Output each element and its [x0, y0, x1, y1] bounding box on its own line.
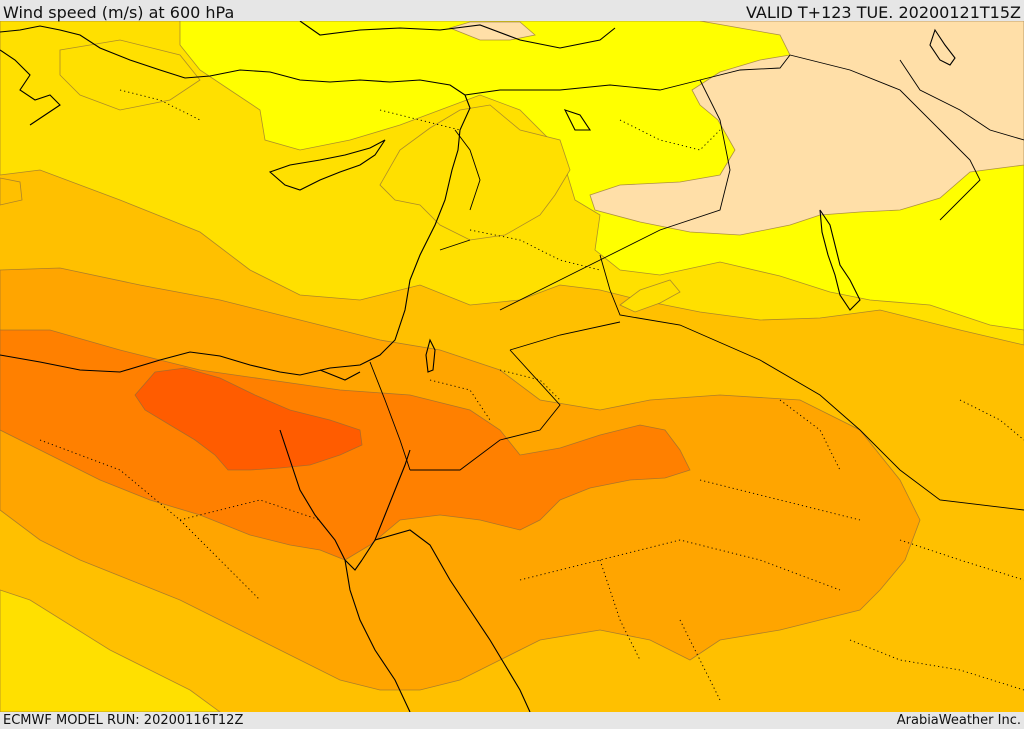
coastline-gulf-of-suez [279, 429, 363, 571]
border-egypt-israel [369, 361, 411, 471]
border-israel-lebanon [439, 129, 481, 251]
band-low-mid-island-2 [619, 279, 681, 313]
border-iraq-jordan-saudi [599, 254, 1024, 511]
header-bar: Wind speed (m/s) at 600 hPa VALID T+123 … [0, 0, 1024, 22]
persian-gulf-coast [819, 209, 861, 311]
footer-bar: ECMWF MODEL RUN: 20200116T12Z ArabiaWeat… [0, 712, 1024, 729]
coastline-nile-delta [319, 369, 361, 381]
province-boundaries [39, 89, 1024, 701]
band-low-mid-island-3 [59, 39, 201, 111]
coastline-aegean [0, 49, 61, 126]
map-panel[interactable] [0, 21, 1024, 712]
band-mid-west [0, 177, 23, 206]
border-east-iran [899, 59, 1024, 141]
band-highest [134, 367, 363, 471]
border-syria-iraq [499, 79, 731, 311]
lake-tharthar [563, 109, 592, 131]
wind-speed-map[interactable] [0, 21, 1024, 712]
border-jordan-saudi [410, 321, 621, 471]
lake-urmia [929, 28, 956, 66]
map-title: Wind speed (m/s) at 600 hPa [3, 3, 235, 22]
coastline-red-sea-east [374, 529, 531, 712]
credit-label: ArabiaWeather Inc. [896, 713, 1021, 728]
cyprus-island [268, 139, 386, 191]
border-iran-iraq [789, 54, 981, 221]
coastline-mediterranean-south [0, 94, 471, 376]
valid-time-label: VALID T+123 TUE. 20200121T15Z [745, 3, 1021, 22]
band-low-mid-southwest [0, 589, 221, 712]
coastline-black-sea [299, 21, 616, 49]
band-low-mid-island-1 [379, 104, 571, 241]
dead-sea [425, 338, 436, 373]
band-lowest-east [589, 21, 1024, 236]
coastline-anatolia-south [0, 25, 466, 96]
border-syria-turkey [464, 54, 791, 96]
model-run-label: ECMWF MODEL RUN: 20200116T12Z [3, 713, 244, 728]
coastline-red-sea-west [344, 559, 411, 712]
coastline-gulf-of-aqaba [361, 449, 411, 561]
